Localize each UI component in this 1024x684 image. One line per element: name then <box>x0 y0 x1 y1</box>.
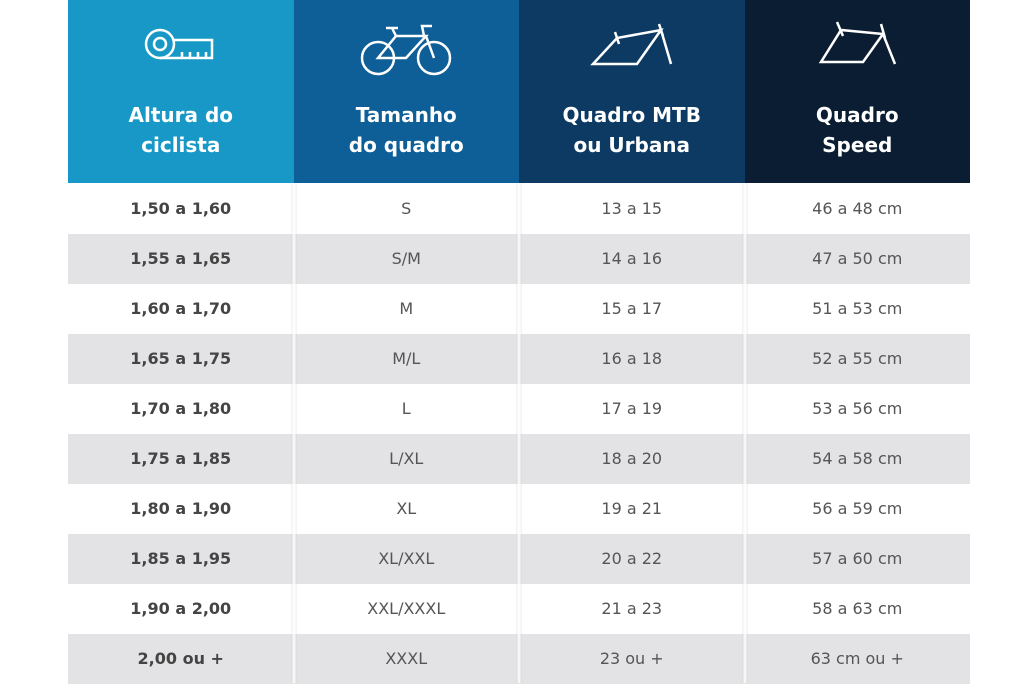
header-cell: Quadro MTB ou Urbana <box>519 0 745 183</box>
table-row: 1,50 a 1,60 S 13 a 15 46 a 48 cm <box>68 184 970 234</box>
table-cell: 1,60 a 1,70 <box>130 299 232 318</box>
table-cell: XXL/XXXL <box>367 599 446 618</box>
table-cell: XL/XXL <box>378 549 435 568</box>
table-cell: 19 a 21 <box>601 499 663 518</box>
table-cell: 53 a 56 cm <box>812 399 903 418</box>
header-line: do quadro <box>348 133 464 157</box>
table-cell: 46 a 48 cm <box>812 199 903 218</box>
table-cell: S <box>401 199 412 218</box>
table-cell: S/M <box>391 249 421 268</box>
table-cell: 17 a 19 <box>601 399 663 418</box>
table-row: 1,80 a 1,90 XL 19 a 21 56 a 59 cm <box>68 484 970 534</box>
header-cell: Altura do ciclista <box>68 0 294 183</box>
header-line: Tamanho <box>355 103 457 127</box>
table-cell: L/XL <box>389 449 424 468</box>
table-cell: 58 a 63 cm <box>812 599 903 618</box>
table-row: 1,70 a 1,80 L 17 a 19 53 a 56 cm <box>68 384 970 434</box>
column-separator <box>290 183 297 683</box>
icon-frame-mtb <box>590 23 673 66</box>
table-cell: 23 ou + <box>599 649 664 668</box>
table-cell: 54 a 58 cm <box>812 449 903 468</box>
header-line: Speed <box>822 133 893 157</box>
header-line: Quadro MTB <box>562 103 701 127</box>
table-cell: 18 a 20 <box>601 449 663 468</box>
table-cell: 1,65 a 1,75 <box>130 349 232 368</box>
header-text: Quadro Speed <box>745 100 971 160</box>
header-line: Quadro <box>815 103 899 127</box>
table-row: 1,90 a 2,00 XXL/XXXL 21 a 23 58 a 63 cm <box>68 584 970 634</box>
table-cell: 2,00 ou + <box>137 649 224 668</box>
table-cell: 56 a 59 cm <box>812 499 903 518</box>
header-text: Quadro MTB ou Urbana <box>519 100 745 160</box>
table-cell: M/L <box>392 349 421 368</box>
table-cell: 63 cm ou + <box>810 649 904 668</box>
table-cell: 1,55 a 1,65 <box>130 249 232 268</box>
table-cell: 51 a 53 cm <box>812 299 903 318</box>
size-table: Altura do ciclista Tamanho do quadro Quadr… <box>68 0 971 684</box>
header-cell: Quadro Speed <box>744 0 971 183</box>
table-cell: 15 a 17 <box>601 299 663 318</box>
table-cell: 47 a 50 cm <box>812 249 903 268</box>
header-line: Altura do <box>128 103 233 127</box>
table-cell: 13 a 15 <box>601 199 663 218</box>
table-cell: 16 a 18 <box>601 349 663 368</box>
icon-frame-speed <box>818 21 896 65</box>
table-cell: XL <box>396 499 417 518</box>
icon-bike <box>360 24 451 76</box>
column-separator <box>516 183 522 683</box>
table-cell: 1,90 a 2,00 <box>130 599 232 618</box>
table-cell: 20 a 22 <box>601 549 663 568</box>
table-row: 1,60 a 1,70 M 15 a 17 51 a 53 cm <box>68 284 970 334</box>
column-separator <box>741 183 748 683</box>
table-cell: 1,75 a 1,85 <box>130 449 232 468</box>
table-cell: L <box>401 399 411 418</box>
table-cell: 52 a 55 cm <box>812 349 903 368</box>
table-cell: M <box>399 299 414 318</box>
table-cell: 1,85 a 1,95 <box>130 549 232 568</box>
table-cell: 1,50 a 1,60 <box>130 199 232 218</box>
table-cell: 21 a 23 <box>601 599 663 618</box>
header-cell: Tamanho do quadro <box>293 0 520 183</box>
header-line: ou Urbana <box>573 133 691 157</box>
table-cell: 1,70 a 1,80 <box>130 399 232 418</box>
header-text: Altura do ciclista <box>68 100 294 160</box>
table-cell: XXXL <box>385 649 428 668</box>
table-cell: 1,80 a 1,90 <box>130 499 232 518</box>
header-line: ciclista <box>141 133 221 157</box>
table-cell: 14 a 16 <box>601 249 663 268</box>
icon-tape <box>144 28 214 60</box>
table-cell: 57 a 60 cm <box>812 549 903 568</box>
header-text: Tamanho do quadro <box>294 100 520 160</box>
